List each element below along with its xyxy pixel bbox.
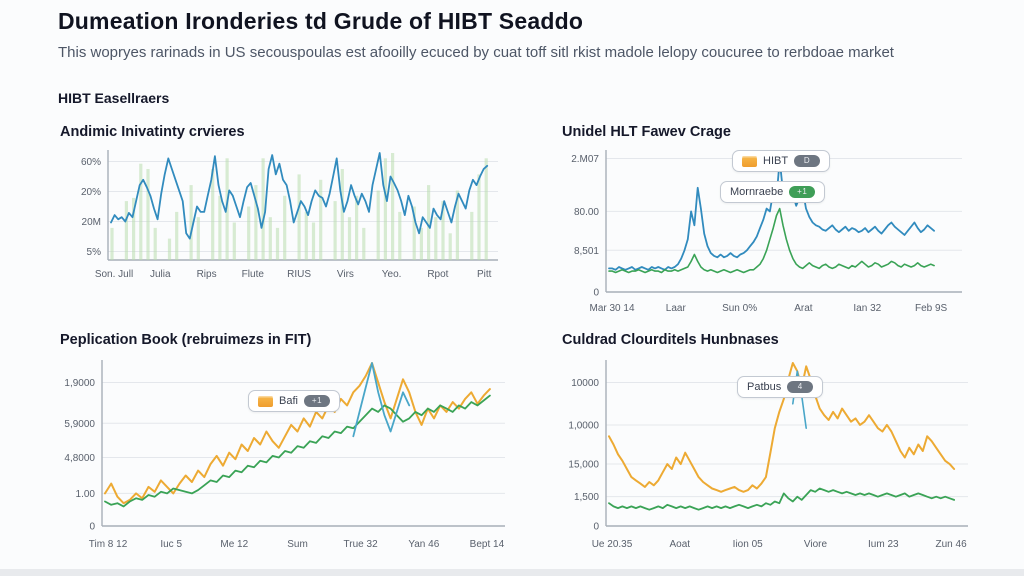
svg-text:1,500: 1,500 [574,492,599,503]
svg-text:Ue 20.35: Ue 20.35 [592,539,633,550]
legend-pill-patbus: 4 [787,381,814,393]
svg-text:0: 0 [593,522,599,533]
svg-text:5,9000: 5,9000 [64,419,95,430]
svg-text:Iion 05: Iion 05 [733,539,763,550]
legend-badge-patbus[interactable]: Patbus 4 [737,376,824,398]
legend-pill-hibt: D [794,155,821,167]
svg-text:Ium 23: Ium 23 [868,539,899,550]
legend-label-patbus: Patbus [747,381,782,393]
svg-text:Viore: Viore [804,539,828,550]
svg-text:Bept 14: Bept 14 [470,539,505,550]
chart-1-title: Andimic Inivatinty crvieres [60,124,245,140]
bottom-edge-strip [0,569,1024,576]
svg-text:Yeo.: Yeo. [382,269,402,280]
svg-text:80.00: 80.00 [574,207,599,218]
svg-text:0: 0 [593,288,599,299]
svg-text:10000: 10000 [571,378,599,389]
legend-pill-mornraebe: +1 [789,186,816,198]
line-chart-1: 60% 20% 20M 5% Son. Jull Julia Rips Flute RIUS Vi… [81,150,498,280]
page-subtitle: This wopryes rarinads in US secouspoulas… [58,44,894,61]
svg-text:1,9000: 1,9000 [64,378,95,389]
chart-4-title: Culdrad Clourditels Hunbnases [562,332,779,348]
section-label: HIBT Easellraers [58,90,170,106]
svg-text:Rips: Rips [197,269,217,280]
svg-text:8,501: 8,501 [574,246,599,257]
line-chart-3: 1,9000 5,9000 4,8000 1.00 0 Tim 8 12 Iuc 5 Me 1… [64,360,505,550]
legend-label-bafi: Bafi [279,395,298,407]
svg-text:1,0000: 1,0000 [568,420,599,431]
svg-text:Ian 32: Ian 32 [853,303,881,314]
line-chart-4: 10000 1,0000 15,000 1,500 0 Ue 20.35 Aoat Iion … [568,360,968,550]
legend-pill-bafi: +1 [303,395,330,407]
svg-text:60%: 60% [81,157,101,168]
svg-text:Arat: Arat [794,303,813,314]
legend-badge-hibt[interactable]: HIBT D [732,150,831,172]
svg-text:Virs: Virs [337,269,354,280]
svg-text:Pitt: Pitt [477,269,492,280]
svg-text:Yan 46: Yan 46 [408,539,439,550]
legend-badge-mornraebe[interactable]: Mornraebe +1 [720,181,826,203]
svg-text:Aoat: Aoat [670,539,691,550]
svg-text:Rpot: Rpot [427,269,448,280]
chart-panel-4: Culdrad Clourditels Hunbnases 10000 1,000… [560,332,978,554]
svg-text:4,8000: 4,8000 [64,453,95,464]
legend-badge-bafi[interactable]: Bafi +1 [248,390,340,412]
svg-text:Mar 30 14: Mar 30 14 [589,303,634,314]
svg-text:Zun 46: Zun 46 [936,539,968,550]
svg-text:0: 0 [89,522,95,533]
legend-label-hibt: HIBT [763,155,789,167]
svg-text:Me 12: Me 12 [220,539,248,550]
svg-text:True 32: True 32 [344,539,379,550]
svg-text:Son. Jull: Son. Jull [95,269,133,280]
folder-icon [742,155,757,167]
svg-text:2.M07: 2.M07 [571,154,599,165]
svg-text:Laar: Laar [666,303,687,314]
svg-text:Julia: Julia [150,269,171,280]
svg-text:Tim 8 12: Tim 8 12 [89,539,128,550]
svg-text:5%: 5% [87,247,102,258]
svg-text:Sun 0%: Sun 0% [722,303,757,314]
legend-label-mornraebe: Mornraebe [730,186,784,198]
line-chart-2: 2.M07 80.00 8,501 0 Mar 30 14 Laar Sun 0% Arat I… [571,150,962,314]
svg-text:15,000: 15,000 [568,460,599,471]
svg-text:Feb 9S: Feb 9S [915,303,948,314]
svg-text:Flute: Flute [242,269,265,280]
chart-3-title: Peplication Book (rebruimezs in FIT) [60,332,312,348]
svg-text:Sum: Sum [287,539,308,550]
svg-text:1.00: 1.00 [76,489,96,500]
folder-icon [258,395,273,407]
svg-text:RIUS: RIUS [287,269,311,280]
chart-panel-2: Unidel HLT Fawev Crage 2.M07 80.00 8,501 0 M… [560,124,968,318]
chart-2-title: Unidel HLT Fawev Crage [562,124,731,140]
page-title: Dumeation Ironderies td Grude of HIBT Se… [58,8,584,34]
chart-panel-1: Andimic Inivatinty crvieres 60% 20% 20M 5% S… [58,124,508,284]
svg-text:Iuc 5: Iuc 5 [160,539,182,550]
svg-text:20%: 20% [81,187,101,198]
chart-panel-3: Peplication Book (rebruimezs in FIT) 1,9… [58,332,513,554]
svg-text:20M: 20M [82,217,101,228]
